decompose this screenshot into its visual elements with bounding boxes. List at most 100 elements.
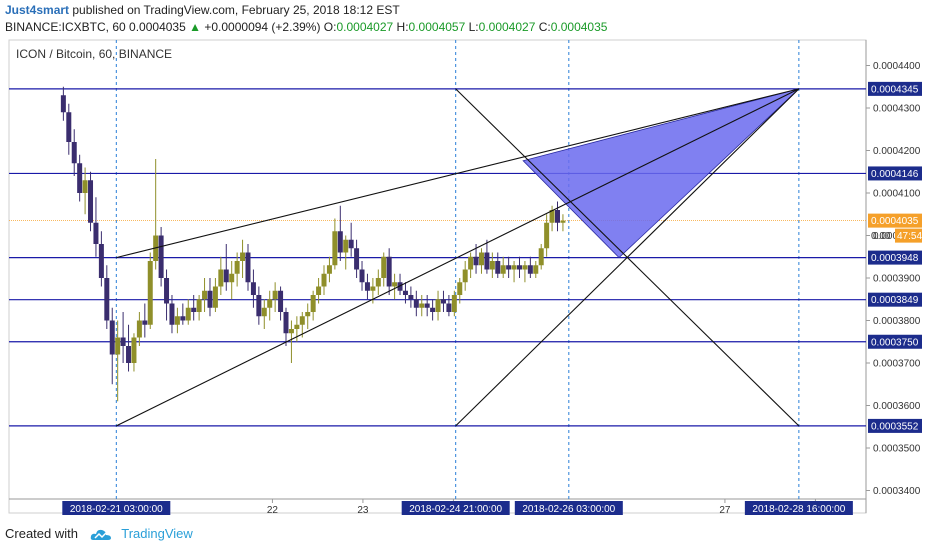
level-badge-4: 0.0003750 [868, 334, 922, 349]
candle-28 [212, 278, 218, 312]
candle-body [267, 299, 273, 308]
candle-body [147, 261, 153, 325]
level-badge-box [868, 418, 922, 433]
level-badge-box [868, 334, 922, 349]
level-badge-label: 0.0003552 [871, 421, 919, 432]
up-arrow-icon: ▲ [189, 20, 202, 34]
open-label: O: [323, 20, 337, 34]
author-link[interactable]: Just4smart [5, 3, 70, 17]
candle-62 [397, 273, 403, 295]
price-tick-label-3: 0.0004100 [873, 189, 921, 200]
price-tick-label-10: 0.0003400 [873, 486, 921, 497]
candle-body [527, 265, 533, 274]
candle-body [261, 307, 267, 317]
candle-body [283, 312, 289, 334]
candle-body [229, 273, 235, 283]
candle-body [218, 269, 224, 287]
time-badge-2: 2018-02-26 03:00:00 [514, 501, 623, 515]
time-tick-label-3: 27 [719, 505, 731, 516]
candle-body [278, 290, 284, 312]
trend-line-3[interactable] [455, 88, 800, 427]
candle-body [489, 261, 495, 270]
candle-83 [511, 261, 517, 283]
candle-body [511, 265, 517, 270]
price-tick-label-2: 0.0004200 [873, 146, 921, 157]
candle-42 [288, 320, 294, 363]
trend-line-0[interactable] [116, 88, 799, 259]
candle-3 [77, 154, 83, 202]
candle-body [299, 316, 305, 325]
candle-body [424, 303, 430, 308]
candle-84 [516, 256, 522, 278]
candle-body [142, 320, 148, 325]
candle-11 [120, 312, 126, 363]
candle-body [473, 256, 479, 266]
candle-30 [223, 244, 229, 291]
symbol-label: BINANCE:ICXBTC, 60 [5, 20, 126, 34]
candle-80 [495, 252, 501, 278]
trend-line-1[interactable] [116, 88, 800, 427]
candle-36 [256, 286, 262, 325]
candle-53 [348, 222, 354, 257]
chart-title: ICON / Bitcoin, 60, BINANCE [16, 47, 172, 61]
tradingview-cloud-icon [90, 529, 111, 541]
candle-body [245, 252, 251, 283]
candle-4 [82, 167, 88, 215]
candle-46 [310, 290, 316, 321]
level-badge-box [868, 292, 922, 307]
candle-52 [343, 235, 349, 270]
candle-body [196, 299, 202, 312]
candle-body [419, 303, 425, 308]
time-badge-label: 2018-02-26 03:00:00 [522, 504, 615, 515]
filled-triangle[interactable] [522, 88, 800, 259]
tradingview-brand[interactable]: TradingView [121, 526, 193, 541]
price-chart[interactable]: ICON / Bitcoin, 60, BINANCE 0.0004400 0.0… [0, 0, 932, 520]
candle-body [169, 303, 175, 325]
candle-body [185, 307, 191, 321]
candle-body [310, 295, 316, 312]
candle-45 [305, 303, 311, 329]
last-price: 0.0004035 [129, 20, 186, 34]
triangle-shape[interactable] [522, 88, 800, 259]
candle-body [223, 269, 229, 283]
price-tick-label-8: 0.0003600 [873, 401, 921, 412]
trend-lines[interactable] [116, 88, 800, 427]
candle-body [359, 269, 365, 283]
candle-body [174, 316, 180, 325]
price-tick-label-5: 0.0003900 [873, 274, 921, 285]
countdown-badge: 47:54 0.00 [871, 228, 922, 243]
candle-18 [158, 227, 164, 287]
candle-25 [196, 295, 202, 321]
candle-73 [457, 278, 463, 304]
candle-body [191, 307, 197, 312]
publish-info: Just4smart published on TradingView.com,… [5, 3, 400, 17]
current-price-label: 0.0004035 [871, 216, 919, 227]
level-badge-3: 0.0003849 [868, 292, 922, 307]
candle-6 [93, 197, 99, 257]
candle-body [250, 282, 256, 295]
candle-body [337, 231, 343, 253]
candle-50 [332, 218, 338, 270]
candle-body [66, 112, 72, 142]
candle-body [468, 256, 474, 270]
candle-55 [359, 261, 365, 291]
candle-86 [527, 256, 533, 278]
candle-29 [218, 256, 224, 295]
candle-91 [555, 201, 560, 232]
candle-61 [392, 273, 398, 300]
candle-body [207, 290, 213, 308]
candle-51 [337, 205, 343, 261]
close-value: 0.0004035 [550, 20, 608, 34]
candle-body [462, 269, 468, 283]
candle-2 [71, 129, 77, 176]
candle-body [430, 307, 436, 312]
candle-78 [484, 239, 490, 274]
candle-body [375, 278, 381, 287]
current-price-badge: 0.0004035 [868, 213, 922, 228]
level-badge-box [868, 166, 922, 181]
price-tick-label-9: 0.0003500 [873, 444, 921, 455]
candle-14 [136, 312, 142, 346]
level-badge-label: 0.0003750 [871, 337, 919, 348]
candle-92 [560, 214, 566, 232]
countdown-label: 47:54 [897, 231, 922, 242]
